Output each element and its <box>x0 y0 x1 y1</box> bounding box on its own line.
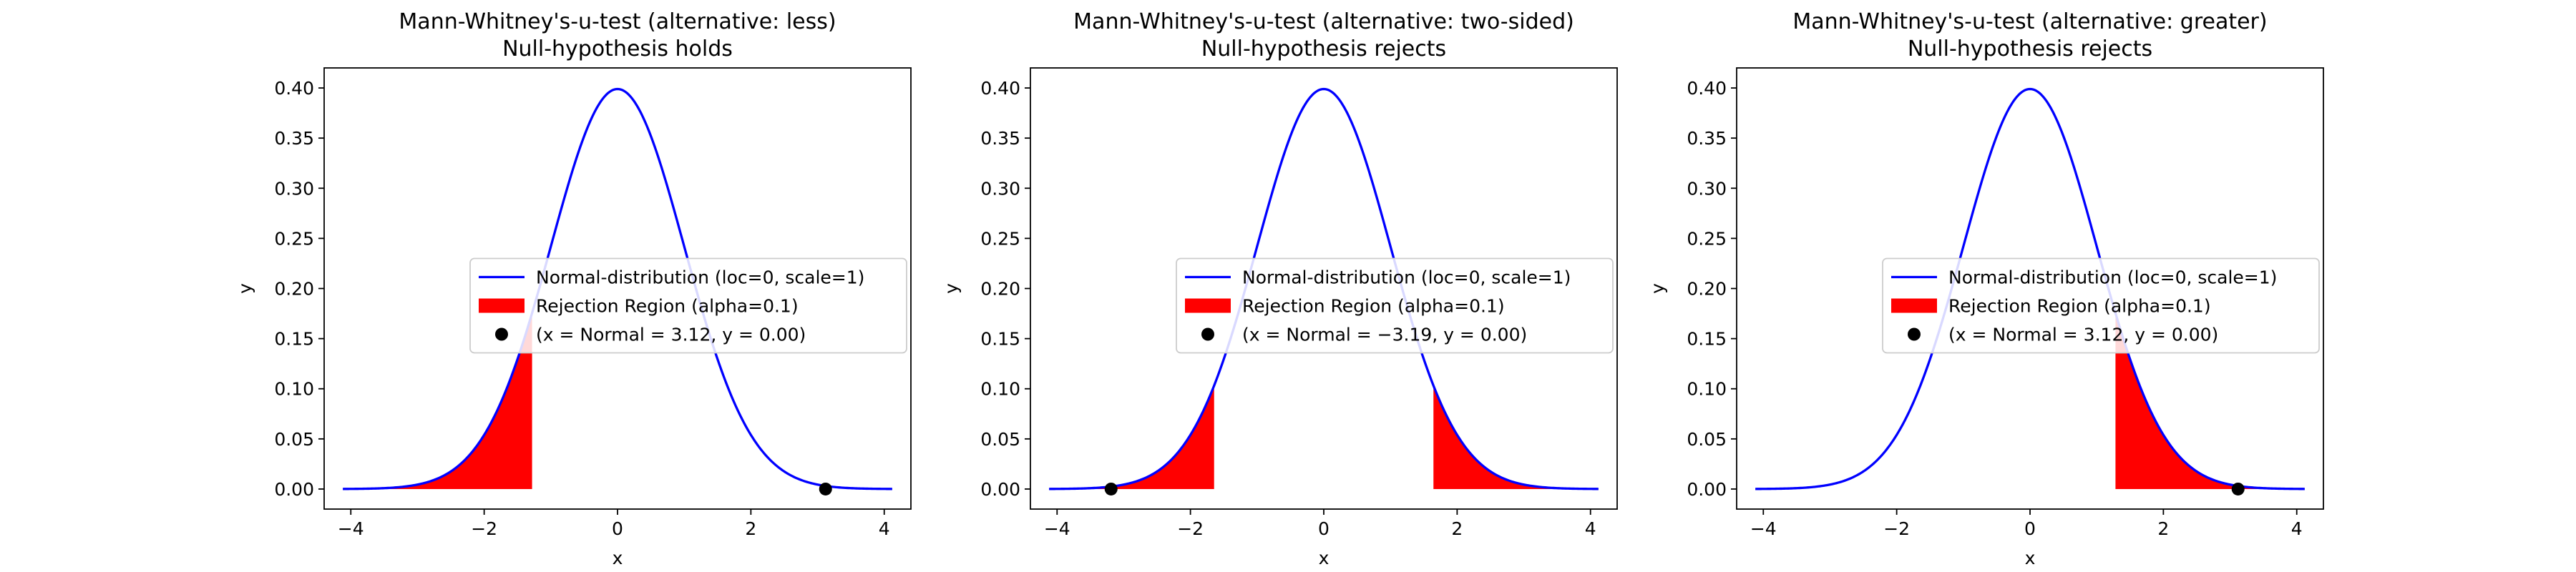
chart-title: Mann-Whitney's-u-test (alternative: grea… <box>1792 9 2267 34</box>
x-tick-label: −2 <box>1883 518 1910 539</box>
legend-entry-label: Rejection Region (alpha=0.1) <box>1948 296 2211 317</box>
legend-entry-label: Normal-distribution (loc=0, scale=1) <box>1948 267 2277 288</box>
x-tick-label: 0 <box>1318 518 1330 539</box>
legend-area-handle <box>479 298 525 313</box>
y-tick-label: 0.00 <box>1687 479 1727 500</box>
y-tick-label: 0.05 <box>980 429 1020 450</box>
test-statistic-point <box>819 482 832 495</box>
x-tick-label: 0 <box>2024 518 2036 539</box>
y-tick-label: 0.10 <box>1687 379 1727 400</box>
y-tick-label: 0.30 <box>980 178 1020 199</box>
legend-entry-label: Normal-distribution (loc=0, scale=1) <box>1242 267 1571 288</box>
legend-entry-label: (x = Normal = 3.12, y = 0.00) <box>536 325 806 345</box>
legend-entry-label: (x = Normal = −3.19, y = 0.00) <box>1242 325 1527 345</box>
x-tick-label: −4 <box>1044 518 1070 539</box>
rejection-region-1 <box>2115 312 2305 489</box>
subplot-3: −4 −2 0 2 4 0.00 0.05 0.10 0.15 0.20 0.25 0.30 0.35 0… <box>1647 9 2324 568</box>
y-tick-label: 0.25 <box>274 228 314 249</box>
normal-distribution-line <box>1049 87 1599 490</box>
y-tick-label: 0.35 <box>1687 128 1727 149</box>
y-tick-label: 0.20 <box>274 279 314 300</box>
legend: Normal-distribution (loc=0, scale=1) Reje… <box>469 257 907 354</box>
x-tick-label: 4 <box>1585 518 1596 539</box>
x-axis-label: x <box>613 548 623 568</box>
y-tick-label: 0.20 <box>1687 279 1727 300</box>
legend-box <box>1882 257 2320 354</box>
test-statistic-point <box>2231 482 2245 495</box>
legend-entry-label: Rejection Region (alpha=0.1) <box>536 296 799 317</box>
y-tick-label: 0.40 <box>274 78 314 99</box>
legend-point-handle <box>495 327 508 341</box>
legend-point-handle <box>1201 327 1214 341</box>
x-tick-label: 2 <box>1451 518 1463 539</box>
normal-distribution-line <box>1755 87 2305 490</box>
x-tick-label: 4 <box>2291 518 2303 539</box>
y-tick-label: 0.40 <box>1687 78 1727 99</box>
y-tick-label: 0.30 <box>274 178 314 199</box>
y-tick-label: 0.30 <box>1687 178 1727 199</box>
legend-entry-label: Normal-distribution (loc=0, scale=1) <box>536 267 864 288</box>
x-tick-label: 0 <box>612 518 623 539</box>
y-tick-label: 0.35 <box>274 128 314 149</box>
rejection-region-1 <box>343 312 532 489</box>
y-tick-label: 0.15 <box>1687 329 1727 350</box>
chart-subtitle: Null-hypothesis holds <box>502 36 733 61</box>
y-tick-label: 0.10 <box>980 379 1020 400</box>
legend: Normal-distribution (loc=0, scale=1) Reje… <box>1176 257 1614 354</box>
subplot-1: −4 −2 0 2 4 0.00 0.05 0.10 0.15 0.20 0.25 0.30 0.35 0… <box>235 9 912 568</box>
legend-box <box>1176 257 1614 354</box>
y-tick-label: 0.25 <box>980 228 1020 249</box>
chart-subtitle: Null-hypothesis rejects <box>1908 36 2152 61</box>
legend-point-handle <box>1908 327 1921 341</box>
x-tick-label: 2 <box>745 518 756 539</box>
rejection-region-2 <box>1433 385 1599 489</box>
y-tick-label: 0.00 <box>274 479 314 500</box>
legend-box <box>469 257 907 354</box>
x-tick-label: 4 <box>879 518 890 539</box>
chart-title: Mann-Whitney's-u-test (alternative: less… <box>399 9 836 34</box>
x-axis-label: x <box>2025 548 2036 568</box>
rejection-region-1 <box>1049 385 1214 489</box>
y-axis-label: y <box>235 283 255 294</box>
legend-entry-label: (x = Normal = 3.12, y = 0.00) <box>1948 325 2218 345</box>
legend-area-handle <box>1891 298 1937 313</box>
legend-area-handle <box>1185 298 1231 313</box>
y-tick-label: 0.00 <box>980 479 1020 500</box>
y-tick-label: 0.10 <box>274 379 314 400</box>
y-tick-label: 0.15 <box>980 329 1020 350</box>
subplot-2: −4 −2 0 2 4 0.00 0.05 0.10 0.15 0.20 0.25 0.30 0.35 0… <box>941 9 1618 568</box>
y-axis-label: y <box>1647 283 1668 294</box>
x-axis-label: x <box>1319 548 1330 568</box>
x-tick-label: −4 <box>1750 518 1777 539</box>
y-tick-label: 0.15 <box>274 329 314 350</box>
normal-distribution-line <box>343 87 892 490</box>
x-tick-label: 2 <box>2157 518 2169 539</box>
chart-subtitle: Null-hypothesis rejects <box>1201 36 1446 61</box>
chart-title: Mann-Whitney's-u-test (alternative: two-… <box>1073 9 1574 34</box>
y-tick-label: 0.05 <box>274 429 314 450</box>
y-tick-label: 0.05 <box>1687 429 1727 450</box>
y-tick-label: 0.40 <box>980 78 1020 99</box>
y-tick-label: 0.25 <box>1687 228 1727 249</box>
legend-entry-label: Rejection Region (alpha=0.1) <box>1242 296 1505 317</box>
y-tick-label: 0.35 <box>980 128 1020 149</box>
x-tick-label: −2 <box>1177 518 1204 539</box>
test-statistic-point <box>1104 482 1118 495</box>
x-tick-label: −4 <box>338 518 364 539</box>
x-tick-label: −2 <box>471 518 497 539</box>
legend: Normal-distribution (loc=0, scale=1) Reje… <box>1882 257 2320 354</box>
y-axis-label: y <box>941 283 962 294</box>
y-tick-label: 0.20 <box>980 279 1020 300</box>
